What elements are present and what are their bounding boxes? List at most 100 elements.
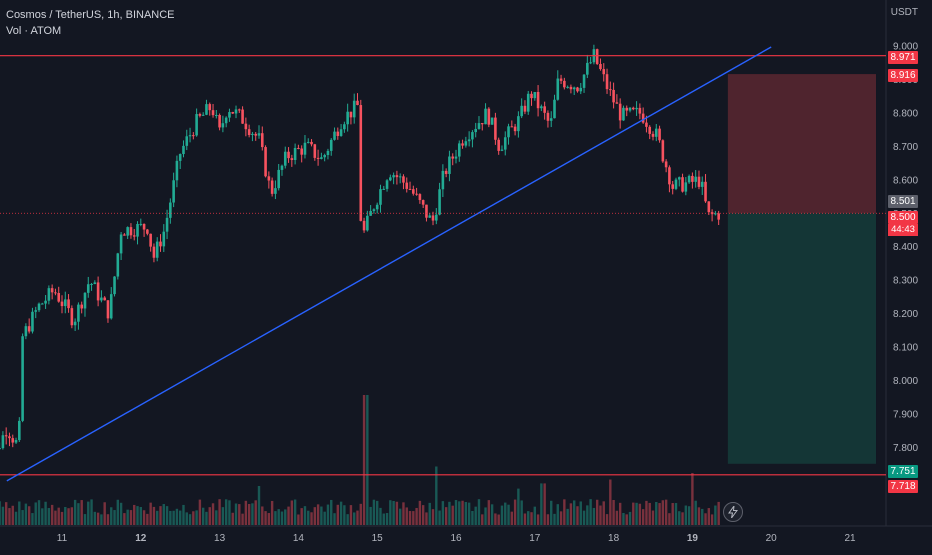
volume-bar [530,512,533,525]
volume-bar [451,505,454,525]
volume-bar [179,510,182,525]
candle-body [109,294,113,319]
candle-body [448,156,451,174]
candle-body [116,253,120,277]
candle-body [80,304,83,309]
volume-bar [408,511,412,525]
candle-body [106,300,110,319]
volume-bar [517,488,520,525]
candle-body [707,201,711,213]
volume-bar [661,500,665,525]
volume-bar [146,513,149,525]
volume-bar [714,505,717,525]
candle-body [283,151,287,166]
volume-bar [284,509,287,525]
volume-bar [162,504,165,525]
candle-body [431,215,435,221]
volume-bar [579,501,582,525]
candle-body [517,116,520,132]
volume-bar [18,501,21,525]
candle-body [415,193,418,195]
candle-body [595,49,599,64]
candle-body [73,321,77,326]
take-profit-zone [727,213,877,464]
volume-legend[interactable]: Vol · ATOM [6,25,62,37]
volume-bar [602,501,605,525]
candle-body [540,106,543,109]
volume-bar [129,510,133,525]
volume-bar [553,513,556,525]
candle-body [471,132,474,140]
volume-bar [133,504,136,525]
volume-bar [497,514,500,525]
volume-bar [313,507,317,525]
volume-bar [80,500,83,525]
candle-body [385,180,389,189]
volume-bar [116,499,120,525]
candle-body [710,212,714,215]
symbol-title[interactable]: Cosmos / TetherUS, 1h, BINANCE [6,9,175,21]
candle-body [260,133,264,148]
candle-body [651,133,655,137]
volume-bar [224,499,228,525]
volume-bar [658,503,661,525]
candle-body [389,177,392,181]
candle-body [159,241,162,247]
candle-body [661,140,665,162]
candle-body [546,112,550,121]
volume-bar [139,506,142,525]
volume-bar [402,502,405,525]
volume-bar [251,503,254,525]
volume-bar [93,511,97,525]
volume-bar [536,514,540,525]
candle-body [480,123,484,125]
y-tick-label: 8.600 [893,175,918,186]
candle-body [602,69,606,75]
volume-bar [83,514,87,525]
volume-bar [1,506,5,525]
candle-body [182,145,185,155]
volume-bar [398,508,402,525]
candle-body [556,78,560,100]
volume-bar [47,508,51,525]
candle-body [668,167,671,185]
lightning-icon[interactable] [723,502,743,522]
candle-body [310,141,313,145]
volume-bar [228,500,231,525]
volume-bar [247,503,251,525]
volume-bar [356,510,359,525]
volume-bar [618,502,622,525]
volume-bar [625,514,628,525]
candle-body [215,115,218,117]
candle-body [251,133,254,135]
volume-bar [435,466,438,525]
y-tick-label: 7.900 [893,409,918,420]
candle-body [320,157,323,159]
candle-body [487,108,491,125]
x-tick-label: 20 [766,533,778,544]
volume-bar [605,514,609,525]
candle-body [421,200,425,205]
volume-bar [471,510,474,525]
candle-body [18,420,21,441]
volume-bar [110,507,113,525]
volume-bar [481,514,484,525]
volume-bar [280,511,284,525]
volume-bar [106,514,110,525]
candle-body [366,215,369,231]
candle-body [234,109,238,114]
volume-bar [323,511,326,525]
candle-body [290,158,294,160]
volume-bar [73,499,77,525]
volume-bar [415,507,418,525]
candle-body [579,87,583,92]
volume-bar [261,506,264,525]
volume-bar [90,499,93,525]
volume-bar [632,502,635,525]
candle-body [461,143,464,146]
volume-bar [27,506,31,525]
candle-body [175,160,179,181]
candle-body [1,435,5,449]
